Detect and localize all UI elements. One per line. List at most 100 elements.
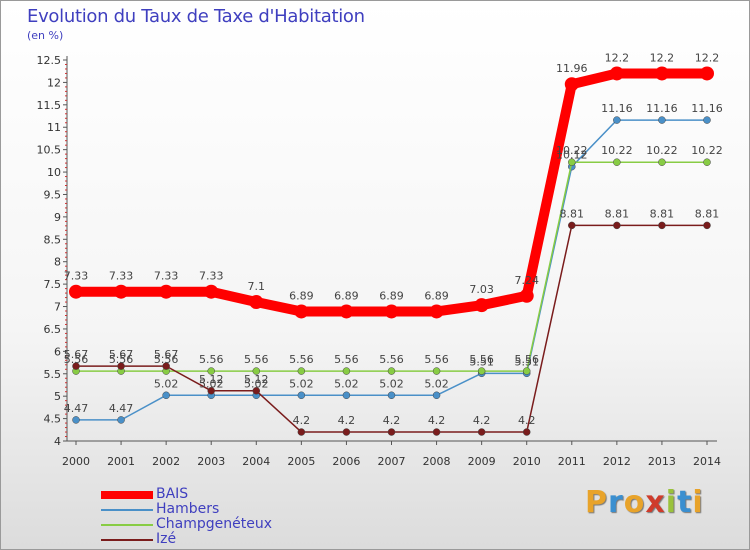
data-label: 5.51 — [469, 355, 494, 368]
data-point — [207, 387, 215, 395]
data-point — [117, 362, 125, 370]
data-point — [159, 284, 174, 299]
y-tick-label: 7 — [54, 301, 61, 314]
chart-subtitle: (en %) — [27, 29, 64, 42]
data-point — [700, 66, 714, 81]
series-line-3 — [76, 224, 707, 433]
y-tick-label: 11.5 — [37, 99, 62, 112]
data-label: 5.56 — [334, 353, 359, 366]
logo-letter: r — [608, 485, 624, 520]
logo-letter: i — [692, 485, 704, 520]
data-label: 10.12 — [556, 149, 588, 162]
data-label: 5.02 — [199, 377, 224, 390]
data-point — [658, 116, 666, 124]
data-point — [429, 304, 444, 319]
legend-swatch — [101, 491, 153, 499]
x-tick-label: 2012 — [603, 455, 631, 468]
x-tick-label: 2001 — [107, 455, 135, 468]
data-label: 8.81 — [695, 207, 720, 220]
x-tick-label: 2004 — [242, 455, 270, 468]
data-point — [703, 221, 711, 230]
data-point — [204, 284, 219, 299]
data-point — [252, 387, 261, 395]
y-tick-label: 8 — [54, 256, 61, 269]
data-label: 5.56 — [379, 353, 404, 366]
data-label: 5.56 — [199, 353, 224, 366]
y-tick-label: 4 — [54, 435, 61, 448]
data-point — [432, 391, 441, 400]
data-point — [114, 284, 129, 299]
data-point — [339, 304, 354, 319]
y-tick-label: 8.5 — [44, 233, 62, 246]
data-label: 8.81 — [560, 207, 585, 220]
data-label: 5.56 — [154, 353, 179, 366]
data-point — [609, 66, 624, 81]
y-tick-label: 12.5 — [37, 54, 62, 67]
data-label: 5.56 — [514, 353, 539, 366]
data-point — [658, 158, 666, 166]
data-point — [654, 66, 669, 81]
data-point — [72, 362, 80, 370]
y-tick-label: 9 — [54, 211, 61, 224]
data-label: 4.2 — [338, 414, 356, 427]
data-label: 5.02 — [424, 377, 449, 390]
data-label: 7.03 — [469, 283, 494, 296]
x-tick-label: 2013 — [648, 455, 676, 468]
data-label: 4.2 — [518, 414, 536, 427]
data-label: 5.56 — [469, 353, 494, 366]
x-tick-label: 2000 — [62, 455, 90, 468]
data-label: 7.33 — [154, 270, 179, 283]
data-label: 7.33 — [64, 270, 89, 283]
data-point — [384, 304, 399, 319]
data-label: 5.02 — [244, 377, 269, 390]
data-label: 7.33 — [199, 270, 224, 283]
data-label: 5.67 — [64, 348, 89, 361]
data-label: 7.24 — [514, 274, 539, 287]
data-label: 11.16 — [691, 102, 723, 115]
data-point — [387, 428, 396, 436]
data-point — [432, 428, 441, 436]
chart-title: Evolution du Taux de Taxe d'Habitation — [27, 6, 365, 27]
y-tick-label: 12 — [47, 76, 61, 89]
data-label: 12.2 — [695, 51, 720, 64]
data-point — [252, 367, 261, 375]
data-point — [387, 391, 396, 400]
logo-letter: t — [677, 485, 693, 520]
data-point — [477, 428, 486, 436]
data-label: 8.81 — [650, 207, 675, 220]
y-tick-label: 6 — [54, 345, 61, 358]
data-label: 8.81 — [605, 207, 630, 220]
data-label: 10.22 — [556, 144, 588, 157]
data-point — [69, 284, 83, 299]
y-tick-label: 10 — [47, 166, 61, 179]
data-point — [568, 221, 576, 230]
data-point — [162, 391, 170, 400]
proxiti-logo: Proxiti — [585, 485, 704, 520]
data-label: 11.96 — [556, 62, 588, 75]
data-point — [117, 416, 125, 424]
data-label: 11.16 — [601, 102, 633, 115]
data-label: 4.2 — [428, 414, 446, 427]
data-point — [207, 367, 215, 375]
data-point — [342, 391, 351, 400]
logo-letter: P — [585, 485, 608, 520]
legend-label: Hambers — [156, 501, 220, 517]
data-label: 5.56 — [244, 353, 269, 366]
y-tick-label: 9.5 — [44, 188, 62, 201]
y-tick-label: 11 — [47, 121, 61, 134]
data-label: 5.02 — [289, 377, 314, 390]
data-label: 10.22 — [691, 144, 723, 157]
data-point — [297, 391, 306, 400]
data-label: 4.47 — [64, 402, 89, 415]
data-label: 6.89 — [289, 289, 314, 302]
data-point — [432, 367, 441, 375]
data-label: 5.12 — [199, 373, 224, 386]
series-line-2 — [76, 161, 707, 372]
y-tick-label: 10.5 — [37, 144, 62, 157]
legend-swatch — [101, 509, 153, 511]
data-point — [387, 367, 396, 375]
data-point — [568, 158, 576, 166]
logo-letter: o — [623, 485, 646, 520]
